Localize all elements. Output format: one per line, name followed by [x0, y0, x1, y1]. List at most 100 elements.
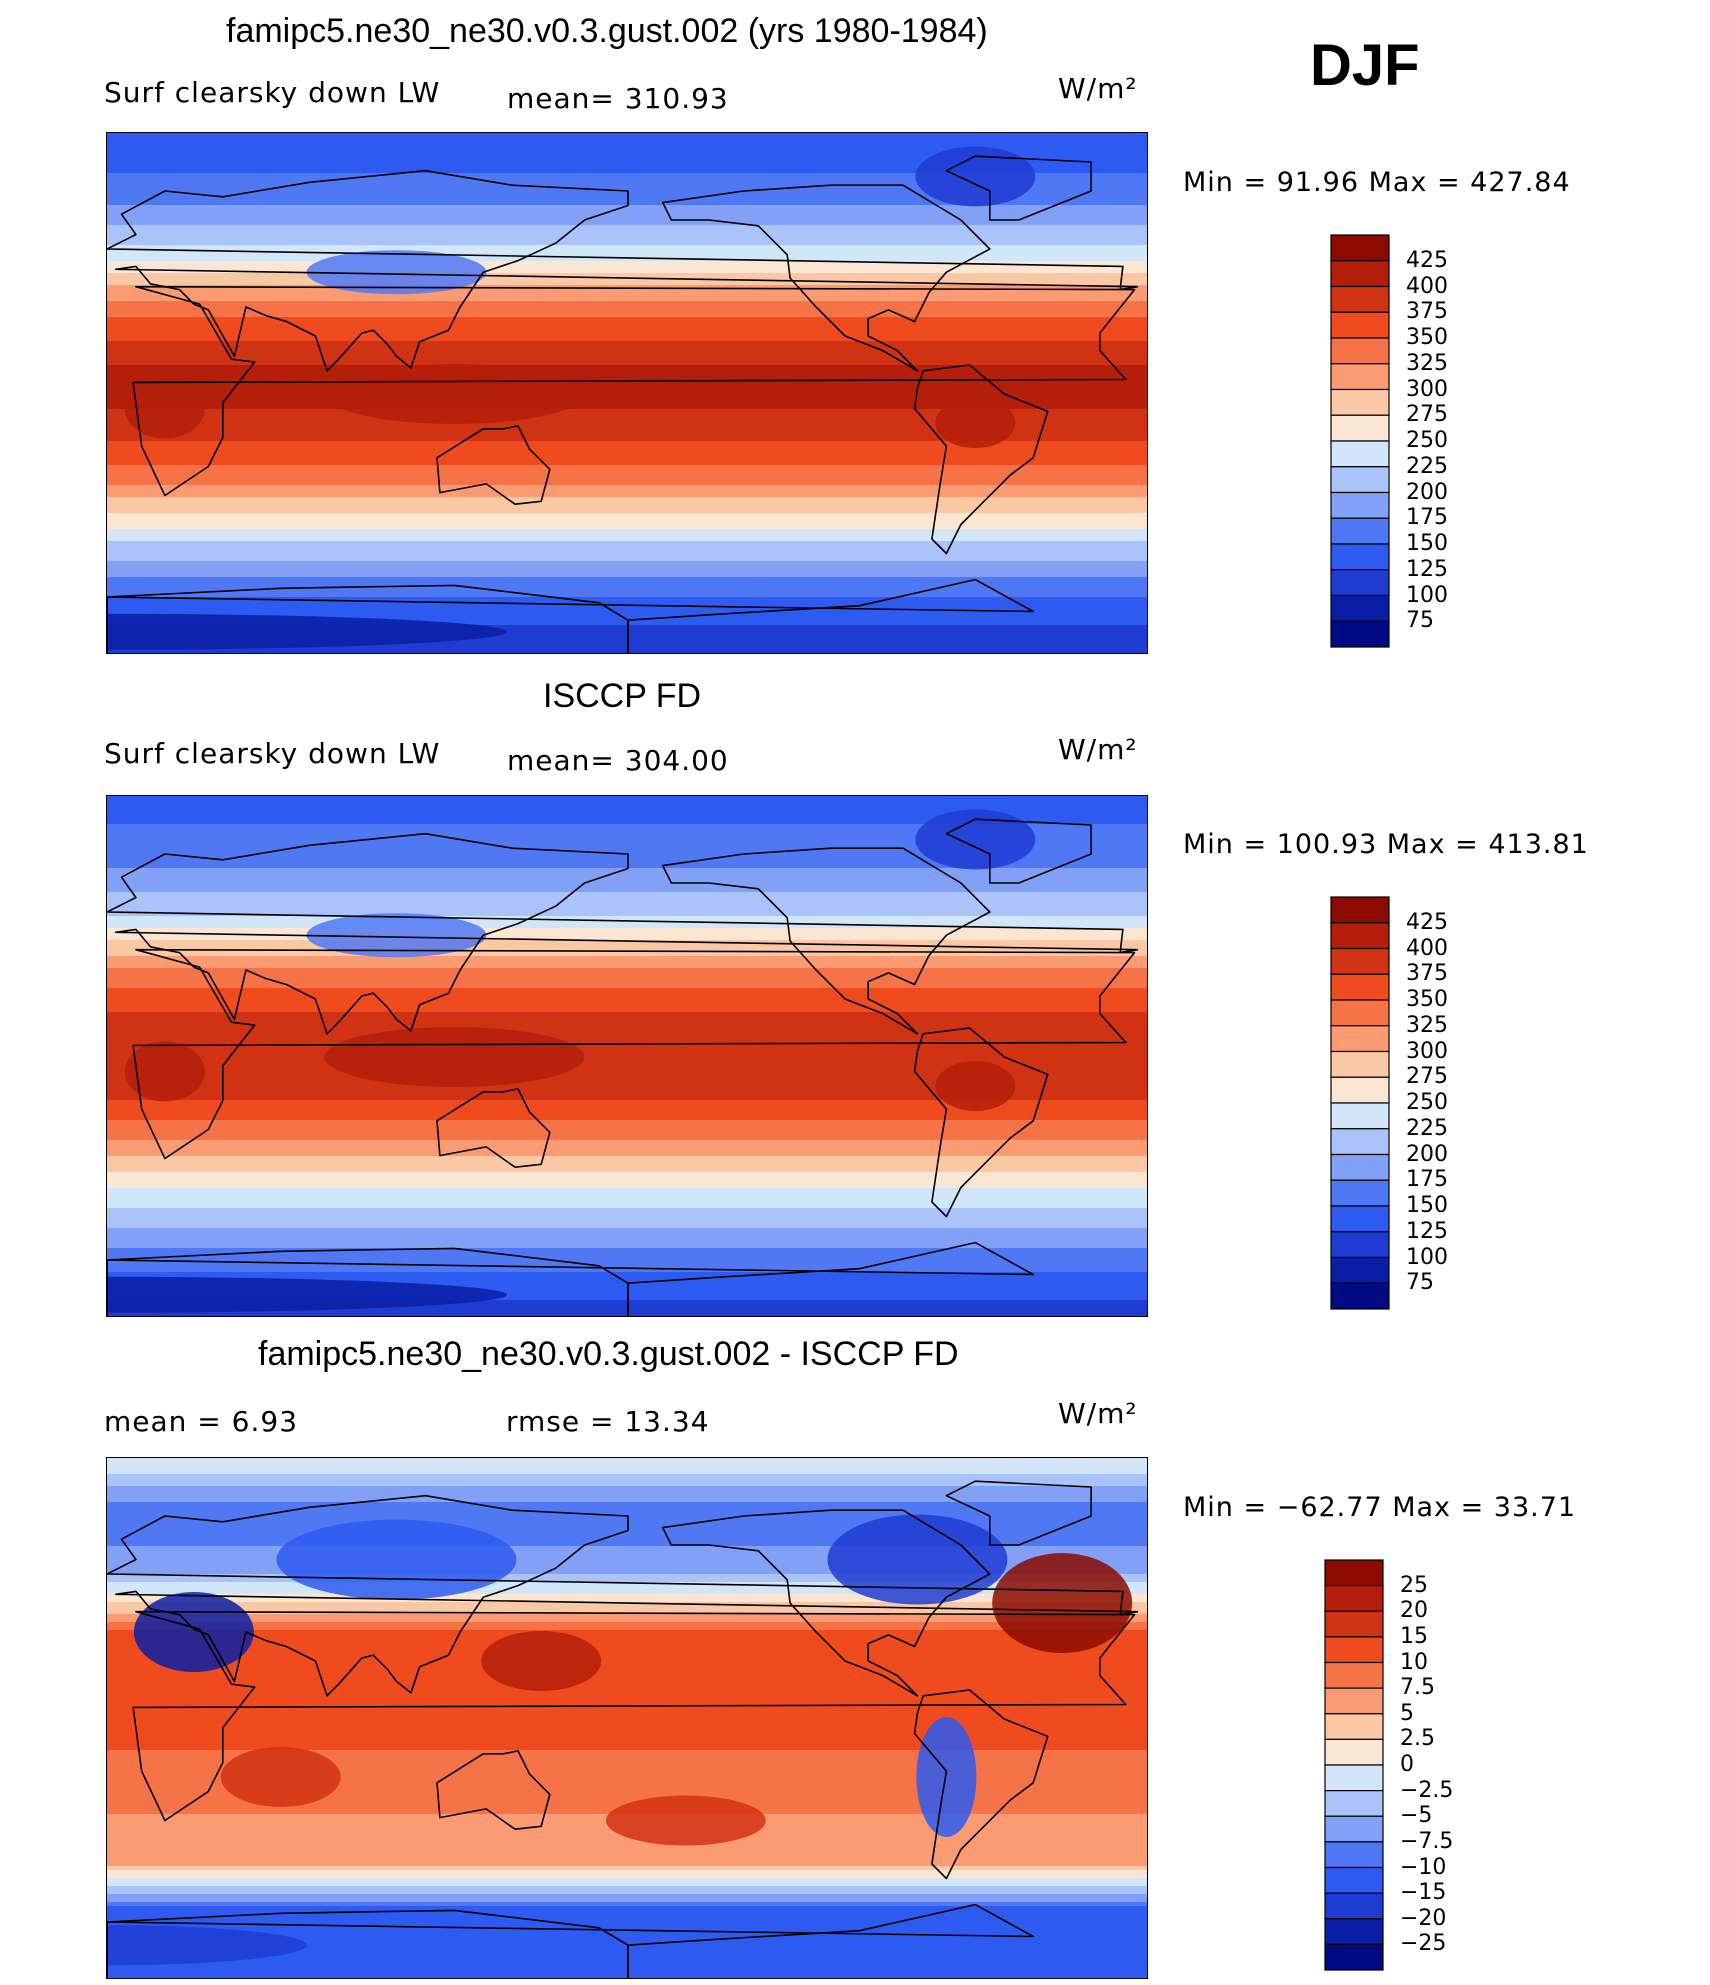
colorbar-tick-label: −2.5 [1400, 1777, 1454, 1803]
colorbar-tick-label: 375 [1406, 299, 1448, 325]
panel2-units: W/m² [1058, 733, 1138, 766]
colorbar-tick-label: 375 [1406, 961, 1448, 987]
colorbar-tick-label: −5 [1400, 1803, 1433, 1829]
colorbar-box [1330, 1231, 1390, 1259]
colorbar-box [1330, 440, 1390, 468]
panel2-minmax: Min = 100.93 Max = 413.81 [1183, 829, 1589, 860]
colorbar-tick-label: 7.5 [1400, 1675, 1435, 1701]
colorbar-box [1330, 1128, 1390, 1156]
colorbar-box [1324, 1943, 1384, 1971]
colorbar-tick-label: 2.5 [1400, 1726, 1435, 1752]
colorbar-tick-label: 25 [1400, 1572, 1428, 1598]
colorbar-tick-label: 0 [1400, 1752, 1414, 1777]
colorbar-boxes [1324, 1559, 1384, 1971]
colorbar-tick-label: 10 [1400, 1649, 1428, 1675]
panel3-mean-label: mean = 6.93 [104, 1405, 299, 1438]
colorbar-tick-label: 300 [1406, 1038, 1448, 1064]
colorbar-box [1324, 1815, 1384, 1843]
panel2-map [106, 795, 1148, 1317]
colorbar-tick-label: 125 [1406, 1218, 1448, 1244]
colorbar-tick-label: 325 [1406, 350, 1448, 376]
colorbar-box [1330, 1153, 1390, 1181]
colorbar-tick-label: −20 [1400, 1905, 1447, 1931]
panel2-title: ISCCP FD [543, 677, 702, 715]
colorbar-tick-label: 175 [1406, 505, 1448, 531]
colorbar-box [1330, 1205, 1390, 1233]
panel3-map [106, 1457, 1148, 1979]
colorbar-box [1324, 1559, 1384, 1587]
colorbar-tick-label: 150 [1406, 531, 1448, 556]
colorbar-tick-label: 400 [1406, 935, 1448, 961]
colorbar-box [1330, 466, 1390, 494]
colorbar-tick-label: −7.5 [1400, 1828, 1454, 1854]
colorbar-box [1330, 491, 1390, 519]
colorbar-tick-label: 250 [1406, 1090, 1448, 1115]
colorbar-box [1330, 337, 1390, 365]
panel1-map [106, 132, 1148, 654]
colorbar-box [1330, 594, 1390, 622]
colorbar-tick-label: 425 [1406, 247, 1448, 273]
colorbar-box [1330, 1179, 1390, 1207]
colorbar-box [1330, 1076, 1390, 1104]
colorbar-tick-label: 75 [1406, 608, 1434, 634]
colorbar-tick-label: 100 [1406, 1244, 1448, 1270]
colorbar-box [1330, 517, 1390, 545]
colorbar-tick-label: 350 [1406, 325, 1448, 350]
colorbar-box [1330, 285, 1390, 313]
colorbar-tick-label: 275 [1406, 1064, 1448, 1090]
colorbar-tick-label: 5 [1400, 1700, 1414, 1726]
colorbar-tick-label: −15 [1400, 1880, 1447, 1906]
colorbar-box [1330, 999, 1390, 1027]
colorbar-box [1330, 569, 1390, 597]
colorbar-tick-label: 15 [1400, 1623, 1428, 1649]
colorbar-box [1330, 973, 1390, 1001]
colorbar-boxes [1330, 896, 1390, 1310]
colorbar-boxes [1330, 234, 1390, 648]
colorbar-tick-label: 350 [1406, 987, 1448, 1012]
panel1-left-label: Surf clearsky down LW [104, 76, 441, 109]
colorbar-tick-label: 100 [1406, 582, 1448, 608]
season-label: DJF [1310, 33, 1420, 98]
colorbar-box [1324, 1738, 1384, 1766]
colorbar-tick-label: 125 [1406, 556, 1448, 582]
colorbar-tick-label: −25 [1400, 1931, 1447, 1957]
colorbar-box [1324, 1713, 1384, 1740]
colorbar-box [1330, 388, 1390, 416]
colorbar-tick-label: 225 [1406, 453, 1448, 479]
colorbar-tick-label: 325 [1406, 1012, 1448, 1038]
colorbar-box [1330, 922, 1390, 950]
colorbar-box [1324, 1764, 1384, 1792]
colorbar-box [1330, 543, 1390, 571]
colorbar-box [1324, 1585, 1384, 1612]
colorbar-tick-label: 150 [1406, 1193, 1448, 1218]
colorbar-tick-label: 225 [1406, 1115, 1448, 1141]
colorbar-tick-label: 275 [1406, 402, 1448, 428]
colorbar-box [1330, 1256, 1390, 1284]
colorbar-tick-label: 200 [1406, 1141, 1448, 1167]
panel2-colorbar: 425 400 375 350 325 300 275 250 225 200 175 150 125 1… [1330, 896, 1448, 1310]
colorbar-box [1330, 1025, 1390, 1053]
colorbar-box [1330, 311, 1390, 339]
colorbar-box [1324, 1892, 1384, 1920]
panel3-units: W/m² [1058, 1397, 1138, 1430]
colorbar-box [1324, 1790, 1384, 1817]
colorbar-box [1330, 1282, 1390, 1310]
colorbar-box [1330, 1102, 1390, 1130]
colorbar-box [1324, 1918, 1384, 1945]
colorbar-box [1330, 1050, 1390, 1078]
colorbar-box [1330, 260, 1390, 288]
colorbar-box [1324, 1866, 1384, 1894]
colorbar-tick-label: 300 [1406, 376, 1448, 402]
colorbar-tick-label: 200 [1406, 479, 1448, 505]
panel2-mean-label: mean= 304.00 [507, 744, 729, 777]
colorbar-box [1324, 1636, 1384, 1664]
colorbar-tick-label: 175 [1406, 1167, 1448, 1193]
colorbar-tick-label: −10 [1400, 1854, 1447, 1880]
colorbar-box [1330, 234, 1390, 262]
panel1-minmax: Min = 91.96 Max = 427.84 [1183, 167, 1571, 198]
panel3-minmax: Min = −62.77 Max = 33.71 [1183, 1492, 1577, 1523]
panel1-mean-label: mean= 310.93 [507, 82, 729, 115]
panel3-rmse-label: rmse = 13.34 [506, 1405, 710, 1438]
panel3-colorbar: 25 20 15 10 7.5 5 2.5 0 −2.5 −5 −7.5 −10 −15 −20 −25 [1324, 1559, 1453, 1971]
colorbar-tick-label: 20 [1400, 1598, 1428, 1624]
